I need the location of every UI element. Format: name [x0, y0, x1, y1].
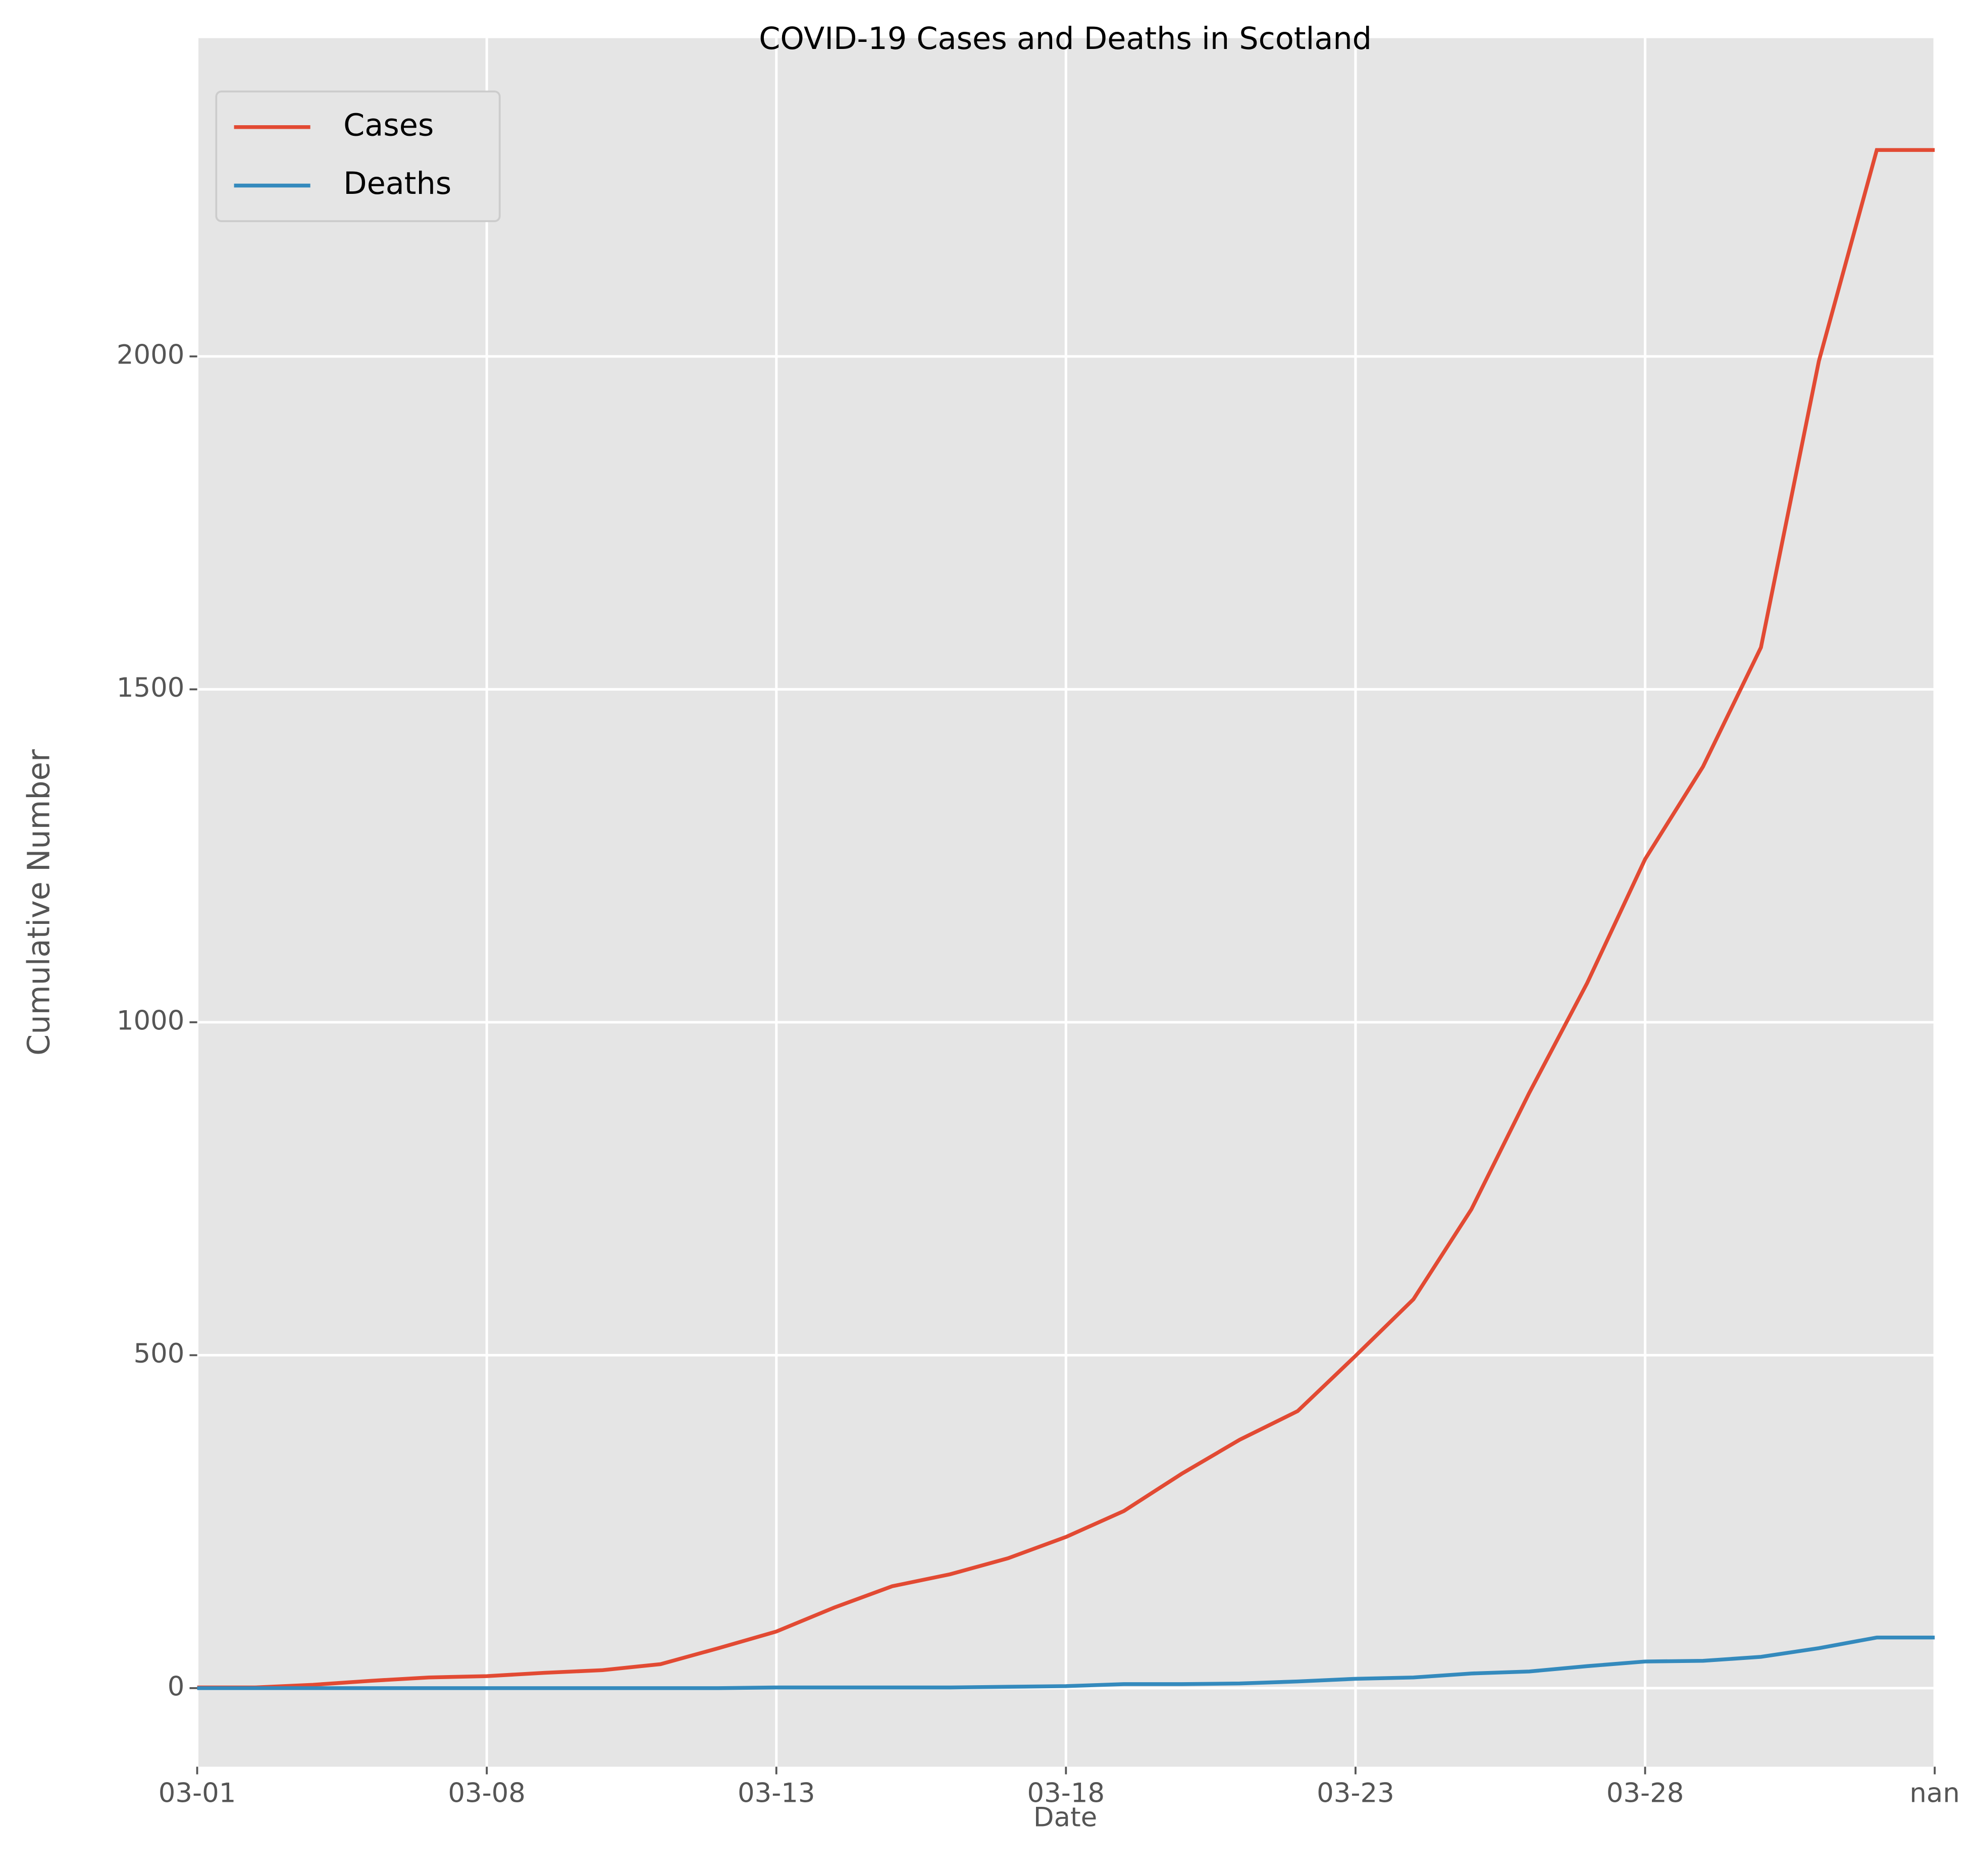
x-tick-label: 03-08 [448, 1778, 526, 1809]
legend: Cases Deaths [215, 90, 501, 222]
legend-box [215, 90, 501, 222]
series-line [197, 1635, 1935, 1690]
x-tick-label: 03-23 [1317, 1778, 1394, 1809]
y-tick-label: 2000 [117, 340, 185, 371]
x-tick-label: 03-18 [1027, 1778, 1105, 1809]
y-tick-label: 0 [168, 1671, 185, 1702]
x-tick-label: 03-28 [1606, 1778, 1684, 1809]
legend-label: Deaths [343, 166, 451, 201]
y-tick-label: 500 [133, 1338, 184, 1369]
grid [196, 38, 1936, 1767]
y-tick-label: 1500 [117, 672, 185, 703]
x-tick-label: nan [1909, 1778, 1959, 1809]
legend-label: Cases [343, 108, 434, 143]
ticks: 0 500 1000 1500 2000 03-01 03-08 03-13 03-18 03-2… [117, 340, 1960, 1809]
series-line [197, 148, 1935, 1690]
x-axis-label: Date [1033, 1802, 1097, 1833]
lines [197, 148, 1935, 1690]
y-axis-label: Cumulative Number [21, 749, 57, 1056]
y-tick-label: 1000 [117, 1006, 185, 1036]
x-tick-label: 03-13 [738, 1778, 815, 1809]
chart-title: COVID-19 Cases and Deaths in Scotland [759, 21, 1372, 57]
x-tick-label: 03-01 [159, 1778, 236, 1809]
